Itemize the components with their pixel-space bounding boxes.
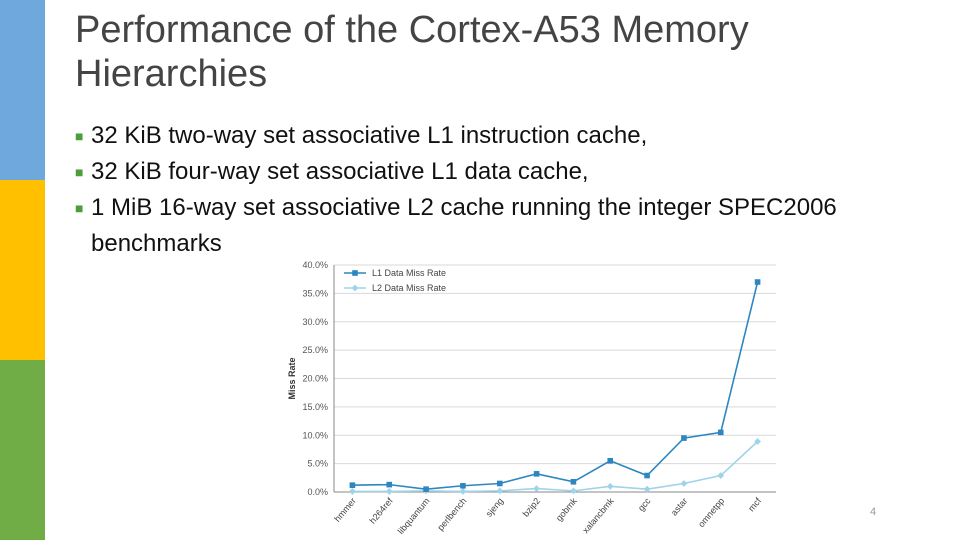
bullet-square-icon: ■ xyxy=(75,128,84,144)
bullet-text: 32 KiB two-way set associative L1 instru… xyxy=(91,122,648,149)
data-point xyxy=(423,486,429,492)
data-point xyxy=(681,435,687,441)
bullet-item: ■ 32 KiB four-way set associative L1 dat… xyxy=(75,154,935,190)
data-point xyxy=(496,480,503,487)
y-tick-label: 40.0% xyxy=(302,260,328,270)
data-point xyxy=(496,487,504,495)
data-point xyxy=(754,279,761,285)
data-point xyxy=(717,472,725,479)
legend-marker xyxy=(352,270,358,276)
bullet-item: ■ 32 KiB two-way set associative L1 inst… xyxy=(75,118,935,154)
x-tick-label: libquantum xyxy=(396,496,432,536)
bullet-list: ■ 32 KiB two-way set associative L1 inst… xyxy=(75,118,935,262)
bullet-square-icon: ■ xyxy=(75,200,84,216)
x-tick-label: h264ref xyxy=(367,495,395,525)
accent-segment-blue xyxy=(0,0,45,180)
data-point xyxy=(349,482,356,488)
y-tick-label: 5.0% xyxy=(307,459,328,469)
series-line xyxy=(352,440,759,493)
y-tick-label: 20.0% xyxy=(302,374,328,384)
y-tick-label: 25.0% xyxy=(302,345,328,355)
x-tick-label: gobmk xyxy=(554,495,579,523)
legend-label: L1 Data Miss Rate xyxy=(372,268,446,278)
data-point xyxy=(533,471,540,477)
data-point xyxy=(570,487,577,495)
accent-segment-yellow xyxy=(0,180,45,360)
data-point xyxy=(643,485,651,493)
y-tick-label: 30.0% xyxy=(302,317,328,327)
page-number: 4 xyxy=(870,506,877,518)
x-tick-label: omnetpp xyxy=(696,496,726,529)
data-point xyxy=(349,488,356,495)
data-point xyxy=(606,482,614,490)
data-point xyxy=(460,482,466,489)
legend-label: L2 Data Miss Rate xyxy=(372,283,446,293)
bullet-item: ■ 1 MiB 16-way set associative L2 cache … xyxy=(75,190,935,262)
x-tick-label: hmmer xyxy=(332,496,358,524)
data-point xyxy=(570,478,577,485)
data-point xyxy=(459,488,467,495)
data-point xyxy=(680,480,688,487)
x-tick-label: bzip2 xyxy=(521,496,542,519)
data-point xyxy=(607,457,614,464)
x-tick-label: mcf xyxy=(746,495,763,513)
y-tick-label: 35.0% xyxy=(302,288,328,298)
bullet-text: 1 MiB 16-way set associative L2 cache ru… xyxy=(91,194,837,257)
bullet-square-icon: ■ xyxy=(75,164,84,180)
data-point xyxy=(533,485,540,492)
x-tick-label: perlbench xyxy=(435,496,468,533)
chart-panel: 0.0% 5.0% 10.0% 15.0% 20.0% 25.0% 30.0% 35.0% 40… xyxy=(286,258,900,540)
bullet-text: 32 KiB four-way set associative L1 data … xyxy=(91,158,589,185)
data-point xyxy=(385,488,393,495)
miss-rate-chart: 0.0% 5.0% 10.0% 15.0% 20.0% 25.0% 30.0% 35.0% 40… xyxy=(287,260,776,536)
x-tick-label: xalancbmk xyxy=(580,495,616,535)
legend-marker xyxy=(351,284,359,292)
x-tick-label: astar xyxy=(669,496,690,518)
data-point xyxy=(644,472,650,479)
slide-title: Performance of the Cortex-A53 Memory Hie… xyxy=(75,9,749,95)
series-line xyxy=(352,281,759,490)
accent-segment-green xyxy=(0,360,45,540)
x-tick-label: gcc xyxy=(636,495,653,513)
y-tick-label: 15.0% xyxy=(302,402,328,412)
y-tick-label: 0.0% xyxy=(307,487,328,497)
x-tick-label: sjeng xyxy=(484,496,505,519)
data-point xyxy=(386,481,393,488)
accent-bar xyxy=(0,0,45,540)
y-tick-label: 10.0% xyxy=(302,430,328,440)
y-axis-label: Miss Rate xyxy=(287,357,297,399)
data-point xyxy=(717,429,724,436)
data-point xyxy=(754,438,761,445)
